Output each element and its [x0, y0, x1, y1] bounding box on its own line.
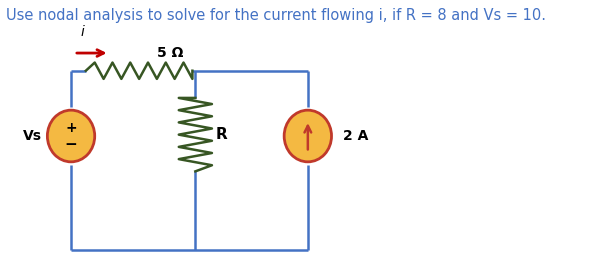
Text: R: R [216, 127, 228, 142]
Text: Use nodal analysis to solve for the current flowing i, if R = 8 and Vs = 10.: Use nodal analysis to solve for the curr… [6, 8, 546, 23]
Ellipse shape [47, 110, 95, 162]
Text: 5 Ω: 5 Ω [157, 46, 184, 60]
Text: −: − [65, 137, 78, 152]
Text: $i$: $i$ [80, 24, 86, 39]
Text: +: + [65, 121, 77, 135]
Text: 2 A: 2 A [343, 129, 369, 143]
Ellipse shape [284, 110, 332, 162]
Text: Vs: Vs [23, 129, 42, 143]
